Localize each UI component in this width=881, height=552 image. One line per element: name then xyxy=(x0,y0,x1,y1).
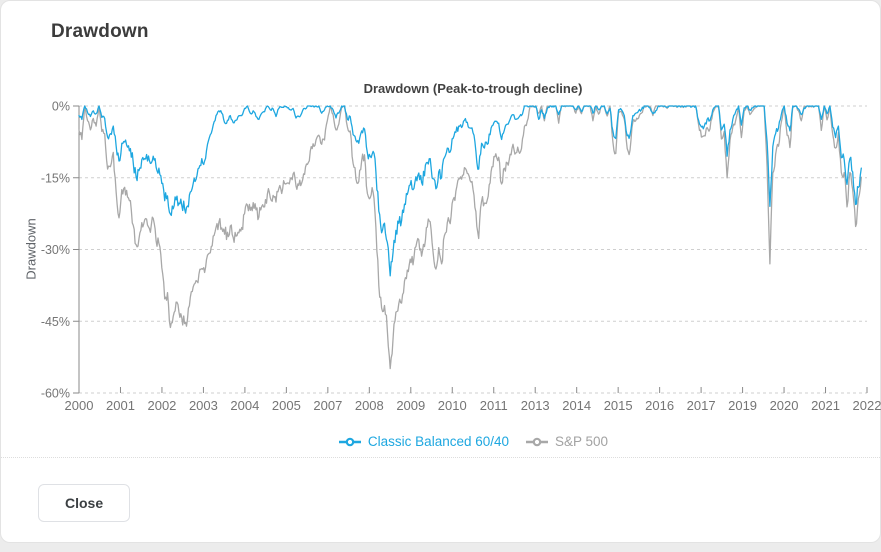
legend-label-balanced: Classic Balanced 60/40 xyxy=(367,434,510,449)
x-tick-label: 2004 xyxy=(230,398,259,413)
legend-marker-line-circle-gray-icon xyxy=(526,437,549,446)
x-tick-label: 2007 xyxy=(313,398,342,413)
legend-item-sp500[interactable]: S&P 500 xyxy=(525,434,608,449)
y-tick-label: -30% xyxy=(41,243,70,257)
x-tick-label: 2017 xyxy=(687,398,716,413)
x-tick-label: 2002 xyxy=(147,398,176,413)
x-tick-label: 2001 xyxy=(106,398,135,413)
x-tick-label: 2010 xyxy=(438,398,467,413)
legend-label-sp500: S&P 500 xyxy=(555,434,609,449)
x-tick-label: 2013 xyxy=(521,398,550,413)
x-tick-label: 2015 xyxy=(604,398,633,413)
x-tick-label: 2005 xyxy=(272,398,301,413)
x-tick-label: 2000 xyxy=(65,398,94,413)
legend-item-balanced[interactable]: Classic Balanced 60/40 xyxy=(338,434,509,449)
y-tick-label: -45% xyxy=(41,315,70,329)
y-tick-label: 0% xyxy=(52,100,70,114)
x-tick-label: 2020 xyxy=(770,398,799,413)
chart-title: Drawdown (Peak-to-trough decline) xyxy=(363,81,583,96)
x-tick-label: 2009 xyxy=(396,398,425,413)
x-tick-label: 2022 xyxy=(853,398,881,413)
modal-title: Drawdown xyxy=(51,21,149,42)
series-line-balanced-60-40 xyxy=(78,105,862,277)
drawdown-chart-plot[interactable]: 0% -15% -30% -45% -60%2000 2001 2002 2003 2004 20… xyxy=(1,1,881,431)
x-tick-label: 2014 xyxy=(562,398,591,413)
x-tick-label: 2003 xyxy=(189,398,218,413)
close-button[interactable]: Close xyxy=(38,484,131,522)
series-line-sp500 xyxy=(78,105,862,370)
y-tick-label: -15% xyxy=(41,171,70,185)
x-tick-label: 2021 xyxy=(811,398,840,413)
x-tick-label: 2016 xyxy=(645,398,674,413)
x-tick-label: 2008 xyxy=(355,398,384,413)
x-tick-label: 2011 xyxy=(480,398,508,413)
chart-legend: Classic Balanced 60/40 S&P 500 xyxy=(79,434,867,449)
y-tick-label: -60% xyxy=(41,387,70,401)
footer-separator xyxy=(1,457,880,458)
x-tick-label: 2019 xyxy=(728,398,757,413)
legend-marker-line-circle-blue-icon xyxy=(338,437,361,446)
